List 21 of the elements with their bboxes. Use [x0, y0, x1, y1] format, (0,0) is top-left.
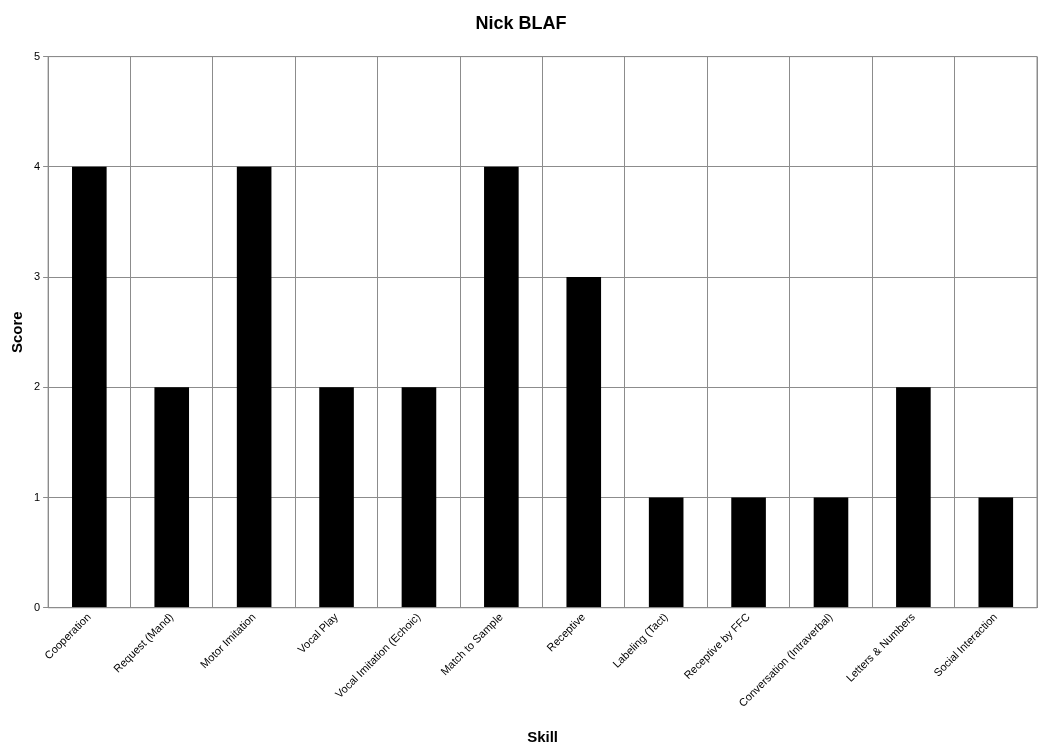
- y-tick-label: 5: [33, 49, 41, 62]
- y-axis-title: Score: [8, 311, 26, 354]
- bar: [896, 387, 931, 608]
- y-tick-label: 3: [33, 270, 41, 283]
- bar: [319, 387, 354, 608]
- y-tick-label: 0: [33, 600, 41, 613]
- bar: [731, 497, 766, 608]
- y-tick-label: 1: [33, 490, 41, 503]
- bar: [401, 387, 437, 608]
- x-axis-title: Skill: [527, 728, 558, 746]
- bar: [648, 497, 684, 608]
- bar: [72, 166, 107, 608]
- bar: [978, 497, 1014, 608]
- bar: [236, 166, 272, 608]
- bar: [154, 387, 190, 608]
- bar: [484, 166, 519, 608]
- bar: [813, 497, 849, 608]
- y-tick-label: 4: [33, 159, 41, 172]
- bar: [566, 277, 602, 608]
- chart-title: Nick BLAF: [475, 12, 567, 33]
- y-tick-label: 2: [33, 380, 41, 393]
